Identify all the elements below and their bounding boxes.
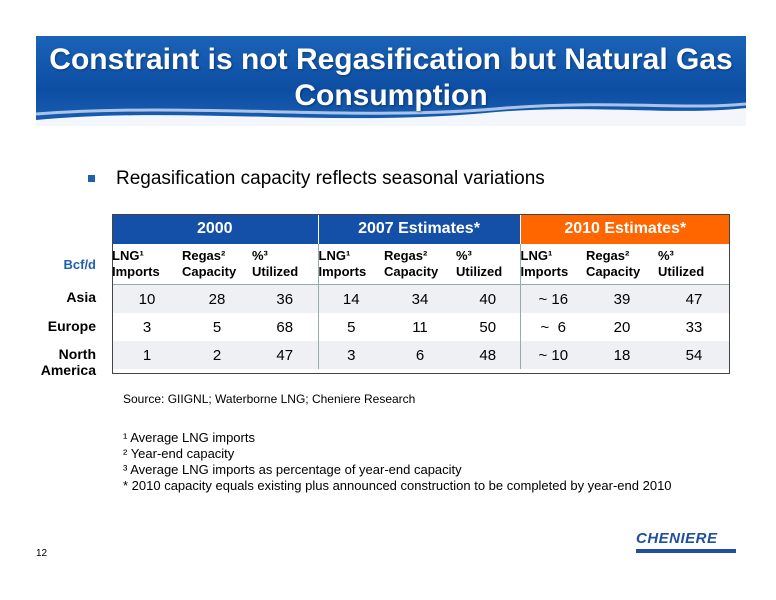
banner-wave-decoration bbox=[36, 102, 746, 126]
table-cell: 40 bbox=[456, 284, 521, 313]
table-row: 10 28 36 14 34 40 ~ 16 39 47 bbox=[112, 284, 730, 313]
table-cell: 47 bbox=[252, 341, 319, 369]
footnote: ³ Average LNG imports as percentage of y… bbox=[123, 462, 462, 477]
table-row: 3 5 68 5 11 50 ~ 6 20 33 bbox=[112, 313, 730, 341]
subheader: %³ Utilized bbox=[456, 244, 521, 285]
table-cell: ~ 10 bbox=[520, 341, 586, 369]
table-cell: 28 bbox=[182, 284, 252, 313]
table-cell: 33 bbox=[685, 318, 703, 336]
title-banner bbox=[36, 36, 746, 126]
table-cell: 5 bbox=[212, 318, 222, 336]
row-label-north-america: North America bbox=[40, 346, 96, 378]
page-number: 12 bbox=[36, 548, 48, 559]
row-label-asia: Asia bbox=[66, 289, 96, 305]
source-note: Source: GIIGNL; Waterborne LNG; Cheniere… bbox=[123, 392, 416, 406]
group-header-2007: 2007 Estimates* bbox=[318, 214, 521, 244]
bullet-text: Regasification capacity reflects seasona… bbox=[116, 168, 545, 189]
table-cell: 36 bbox=[252, 284, 319, 313]
subheader: Regas² Capacity bbox=[586, 244, 658, 285]
subheader: LNG¹ Imports bbox=[112, 244, 182, 285]
table-cell: ~ 16 bbox=[520, 284, 586, 313]
subheader: %³ Utilized bbox=[252, 244, 319, 285]
subheader: Regas² Capacity bbox=[384, 244, 456, 285]
row-label-europe: Europe bbox=[47, 318, 96, 334]
table-cell: 3 bbox=[318, 341, 384, 369]
table-cell: 6 bbox=[384, 341, 456, 369]
table-cell: 14 bbox=[318, 284, 384, 313]
page-title: Constraint is not Regasification but Nat… bbox=[49, 43, 733, 112]
logo-underline bbox=[636, 549, 736, 553]
table-cell: 20 bbox=[613, 318, 631, 336]
footnote: * 2010 capacity equals existing plus ann… bbox=[123, 478, 672, 493]
table-cell: 18 bbox=[586, 341, 658, 369]
subheader: LNG¹ Imports bbox=[520, 244, 586, 285]
table-cell: 2 bbox=[182, 341, 252, 369]
lng-table: 2000 2007 Estimates* 2010 Estimates* LNG… bbox=[112, 214, 730, 369]
logo-text: CHENIERE bbox=[636, 530, 718, 547]
subheader: %³ Utilized bbox=[658, 244, 730, 285]
table-cell: 48 bbox=[456, 341, 521, 369]
unit-label: Bcf/d bbox=[63, 257, 97, 272]
footnotes: ¹ Average LNG imports ² Year-end capacit… bbox=[123, 430, 672, 494]
table-row: 1 2 47 3 6 48 ~ 10 18 54 bbox=[112, 341, 730, 369]
group-header-2000: 2000 bbox=[112, 214, 319, 244]
table-cell: 47 bbox=[658, 284, 730, 313]
table-cell: ~ 6 bbox=[540, 318, 566, 336]
table-cell: 54 bbox=[658, 341, 730, 369]
group-header-2010: 2010 Estimates* bbox=[520, 214, 730, 244]
table-cell: 1 bbox=[112, 341, 182, 369]
table-cell: 50 bbox=[456, 313, 521, 341]
subheader: LNG¹ Imports bbox=[318, 244, 384, 285]
footnote: ¹ Average LNG imports bbox=[123, 430, 255, 445]
cheniere-logo: CHENIERE bbox=[636, 530, 736, 554]
table-cell: 39 bbox=[586, 284, 658, 313]
table-cell: 10 bbox=[112, 284, 182, 313]
subheader: Regas² Capacity bbox=[182, 244, 252, 285]
table-cell: 34 bbox=[384, 284, 456, 313]
table-cell: 3 bbox=[142, 318, 152, 336]
table-cell: 68 bbox=[252, 313, 319, 341]
bullet-icon bbox=[88, 175, 95, 182]
footnote: ² Year-end capacity bbox=[123, 446, 235, 461]
table-cell: 5 bbox=[347, 318, 356, 336]
table-cell: 11 bbox=[412, 318, 428, 336]
